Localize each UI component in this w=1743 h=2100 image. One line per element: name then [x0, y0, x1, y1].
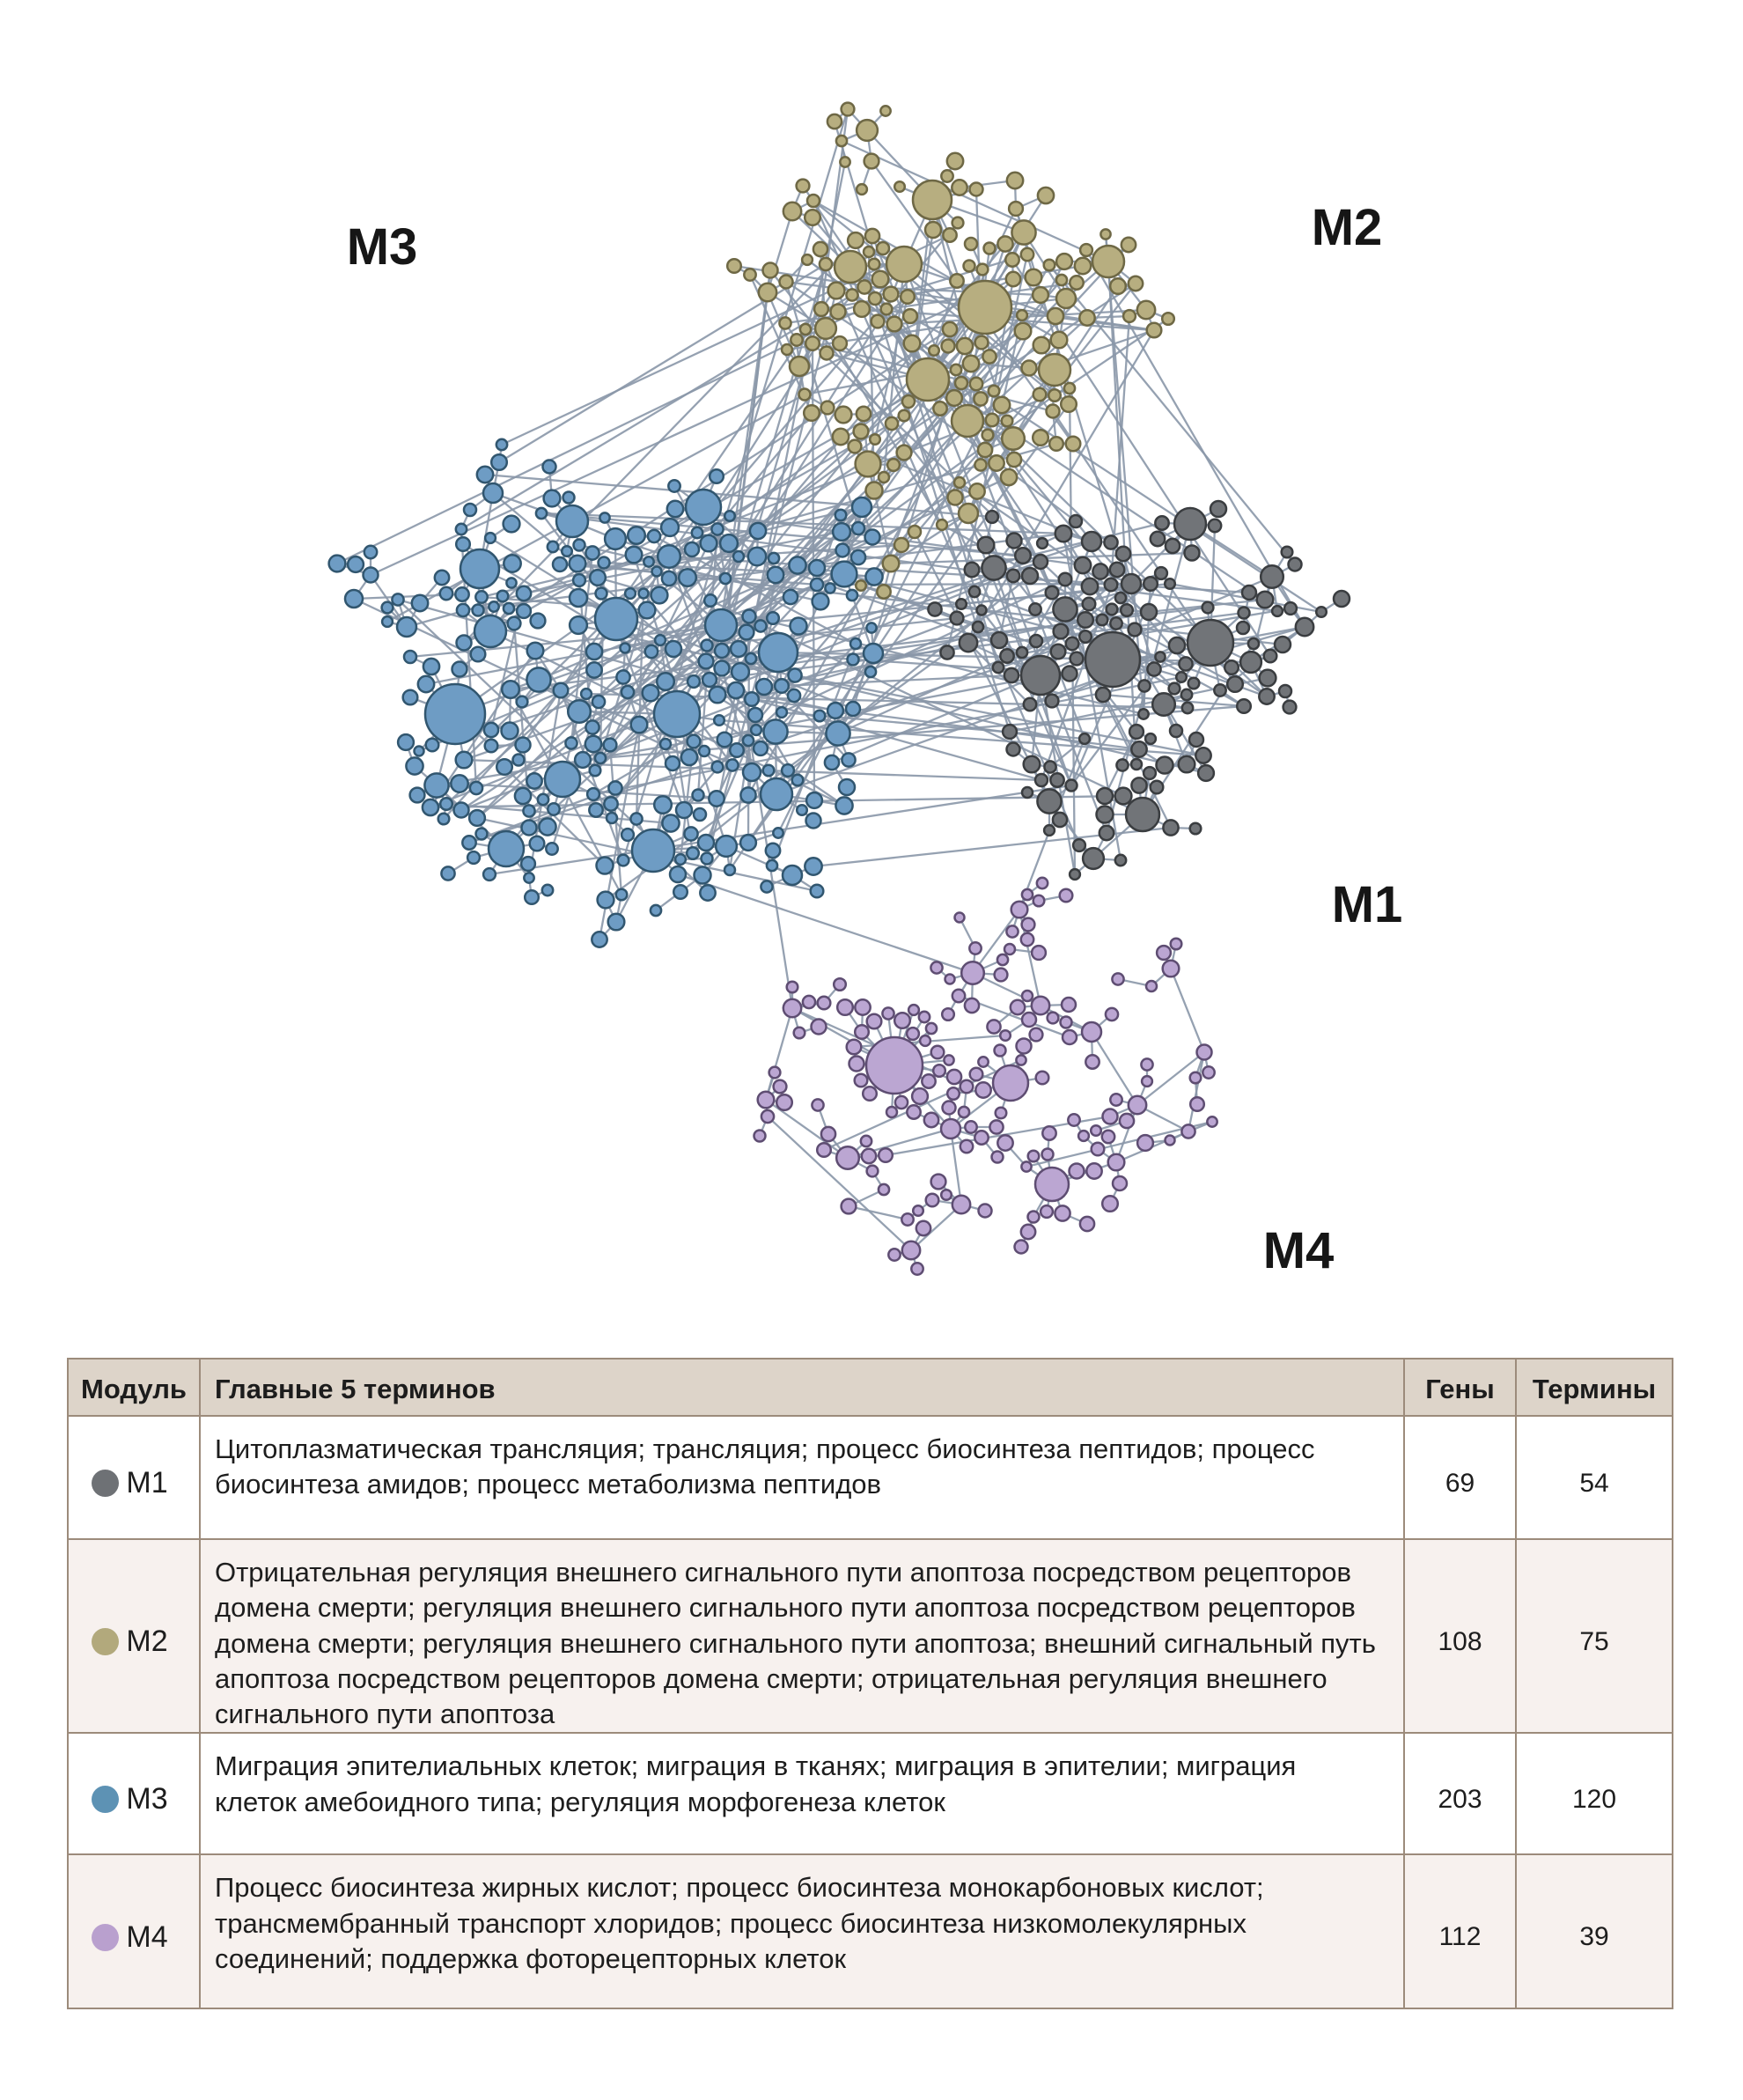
svg-text:М2: М2	[1312, 199, 1383, 256]
svg-text:М4: М4	[1263, 1222, 1335, 1279]
svg-text:М3: М3	[347, 218, 418, 276]
svg-text:М1: М1	[1332, 876, 1403, 933]
